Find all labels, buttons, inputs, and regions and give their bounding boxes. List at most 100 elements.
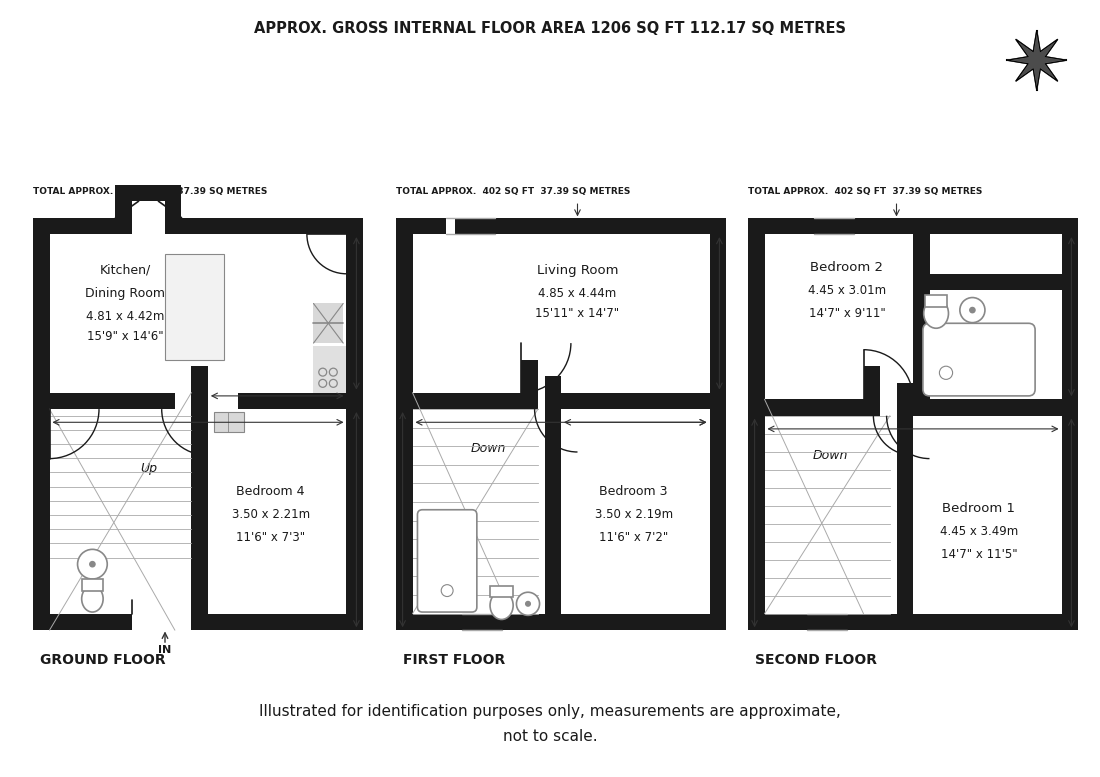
Bar [1062, 218, 1078, 630]
FancyBboxPatch shape [923, 323, 1035, 396]
Bar [191, 366, 208, 409]
Circle shape [517, 592, 539, 615]
Bar [33, 218, 116, 234]
Bar [502, 614, 551, 630]
Text: 11'6" x 7'2": 11'6" x 7'2" [600, 531, 668, 545]
Bar [521, 360, 538, 409]
Bar [544, 376, 561, 409]
Text: 15'11" x 14'7": 15'11" x 14'7" [536, 307, 619, 320]
Bar [544, 409, 561, 630]
Text: Bedroom 1: Bedroom 1 [943, 502, 1015, 514]
Ellipse shape [81, 586, 103, 612]
Bar [81, 579, 103, 591]
Bar [165, 254, 224, 360]
Text: 3.50 x 2.21m: 3.50 x 2.21m [231, 508, 310, 521]
Circle shape [970, 308, 975, 312]
Bar [764, 399, 864, 416]
Bar [165, 201, 182, 234]
Bar [913, 399, 1062, 416]
Circle shape [526, 601, 530, 606]
Bar [396, 614, 462, 630]
Bar [939, 218, 1078, 234]
Bar [33, 614, 132, 630]
Bar [748, 614, 807, 630]
Bar [396, 218, 446, 234]
Text: Up: Up [140, 462, 157, 475]
Polygon shape [1008, 31, 1066, 89]
Bar [116, 201, 132, 234]
Text: TOTAL APPROX.  402 SQ FT  37.39 SQ METRES: TOTAL APPROX. 402 SQ FT 37.39 SQ METRES [396, 186, 630, 196]
Bar [913, 274, 1062, 291]
Bar [191, 409, 208, 630]
Circle shape [90, 562, 95, 567]
Text: 14'7" x 11'5": 14'7" x 11'5" [940, 548, 1018, 561]
Bar [601, 614, 726, 630]
Text: 4.45 x 3.01m: 4.45 x 3.01m [807, 284, 887, 297]
Bar [748, 218, 1078, 234]
Text: Bedroom 2: Bedroom 2 [811, 261, 883, 274]
Bar [198, 614, 363, 630]
Bar [396, 218, 726, 234]
Text: 4.45 x 3.49m: 4.45 x 3.49m [939, 524, 1019, 538]
Bar [490, 586, 513, 598]
Text: Dining Room: Dining Room [86, 287, 165, 300]
Text: 11'6" x 7'3": 11'6" x 7'3" [236, 531, 305, 545]
Bar [748, 614, 1078, 630]
Text: Bedroom 3: Bedroom 3 [600, 485, 668, 498]
Bar [116, 185, 182, 201]
Text: Living Room: Living Room [537, 264, 618, 277]
Bar [748, 218, 764, 630]
Bar [854, 218, 893, 234]
Bar [847, 614, 896, 630]
Bar [913, 234, 930, 399]
Text: 15'9" x 14'6": 15'9" x 14'6" [87, 330, 164, 343]
Bar [396, 614, 726, 630]
Text: FIRST FLOOR: FIRST FLOOR [403, 653, 505, 667]
Polygon shape [1008, 31, 1066, 89]
Bar [238, 392, 346, 409]
Text: 3.50 x 2.19m: 3.50 x 2.19m [594, 508, 673, 521]
Bar [50, 392, 116, 409]
Text: Up: Up [480, 614, 497, 627]
Text: GROUND FLOOR: GROUND FLOOR [40, 653, 165, 667]
Text: 4.85 x 4.44m: 4.85 x 4.44m [538, 287, 617, 300]
Bar [864, 366, 880, 416]
Bar [748, 218, 814, 234]
Bar [396, 218, 455, 234]
Text: Bedroom 4: Bedroom 4 [236, 485, 305, 498]
Bar [314, 347, 346, 370]
Text: Down: Down [471, 442, 506, 455]
Bar [561, 218, 726, 234]
Text: Illustrated for identification purposes only, measurements are approximate,
not : Illustrated for identification purposes … [260, 705, 840, 744]
Bar [314, 304, 343, 343]
Text: Down: Down [813, 449, 848, 462]
Bar [710, 218, 726, 630]
Bar [214, 413, 244, 432]
Text: TOTAL APPROX.  402 SQ FT  37.39 SQ METRES: TOTAL APPROX. 402 SQ FT 37.39 SQ METRES [748, 186, 982, 196]
Bar [346, 218, 363, 630]
Bar [561, 392, 710, 409]
Bar [396, 218, 412, 630]
Circle shape [77, 549, 107, 579]
Text: 14'7" x 9'11": 14'7" x 9'11" [808, 307, 886, 320]
Bar [939, 614, 1078, 630]
Bar [412, 392, 521, 409]
FancyBboxPatch shape [418, 510, 477, 612]
Bar [896, 416, 913, 630]
Circle shape [960, 298, 984, 322]
Text: Kitchen/: Kitchen/ [100, 264, 151, 277]
Bar [495, 218, 528, 234]
Ellipse shape [490, 591, 514, 619]
Bar [182, 218, 363, 234]
Bar [314, 370, 346, 392]
Bar [896, 383, 913, 416]
Bar [116, 392, 175, 409]
Bar [33, 218, 50, 630]
Text: IN: IN [158, 645, 172, 655]
Ellipse shape [924, 298, 948, 328]
Text: SECOND FLOOR: SECOND FLOOR [755, 653, 877, 667]
Bar [925, 295, 947, 307]
Text: 4.81 x 4.42m: 4.81 x 4.42m [86, 310, 165, 323]
Text: APPROX. GROSS INTERNAL FLOOR AREA 1206 SQ FT 112.17 SQ METRES: APPROX. GROSS INTERNAL FLOOR AREA 1206 S… [254, 21, 846, 37]
Text: TOTAL APPROX.  402 SQ FT  37.39 SQ METRES: TOTAL APPROX. 402 SQ FT 37.39 SQ METRES [33, 186, 267, 196]
